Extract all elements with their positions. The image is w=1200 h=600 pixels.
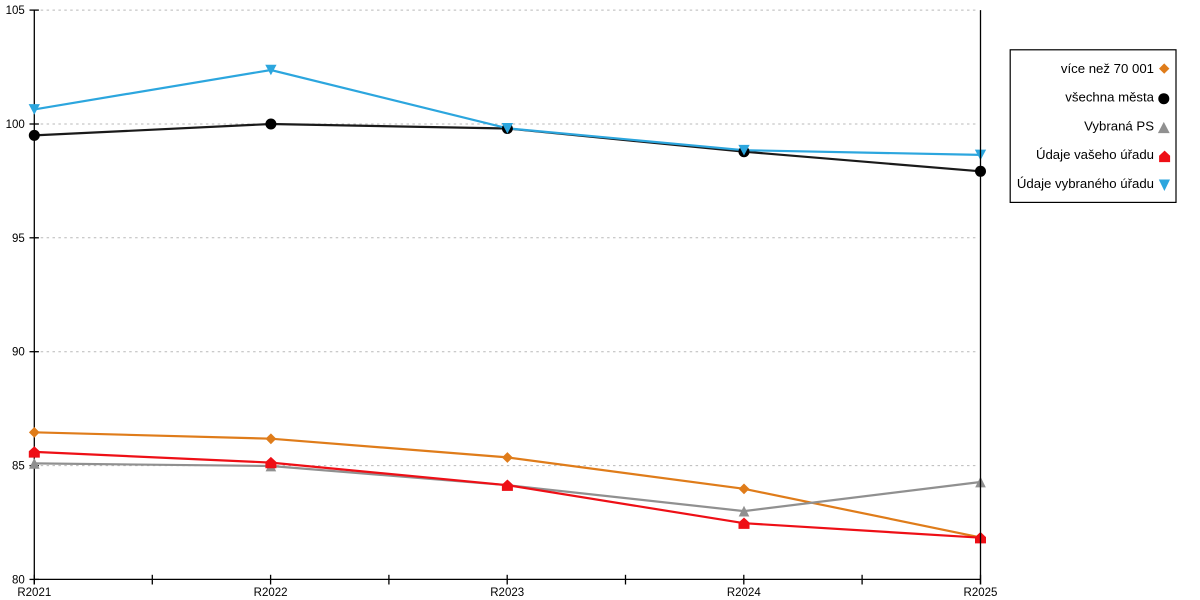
svg-text:všechna města: všechna města <box>1065 90 1154 105</box>
svg-text:R2024: R2024 <box>727 587 761 599</box>
svg-text:95: 95 <box>12 233 25 245</box>
svg-text:80: 80 <box>12 574 25 586</box>
svg-text:více než 70 001: více než 70 001 <box>1061 61 1154 76</box>
svg-text:85: 85 <box>12 461 25 473</box>
svg-text:R2023: R2023 <box>490 587 524 599</box>
svg-text:100: 100 <box>6 119 25 131</box>
svg-text:Vybraná PS: Vybraná PS <box>1084 118 1154 133</box>
svg-text:Údaje vašeho úřadu: Údaje vašeho úřadu <box>1036 147 1154 162</box>
svg-text:R2025: R2025 <box>964 587 998 599</box>
svg-text:R2022: R2022 <box>254 587 288 599</box>
svg-text:Údaje vybraného úřadu: Údaje vybraného úřadu <box>1017 176 1154 191</box>
svg-text:R2021: R2021 <box>17 587 51 599</box>
svg-text:90: 90 <box>12 347 25 359</box>
svg-text:105: 105 <box>6 5 25 17</box>
